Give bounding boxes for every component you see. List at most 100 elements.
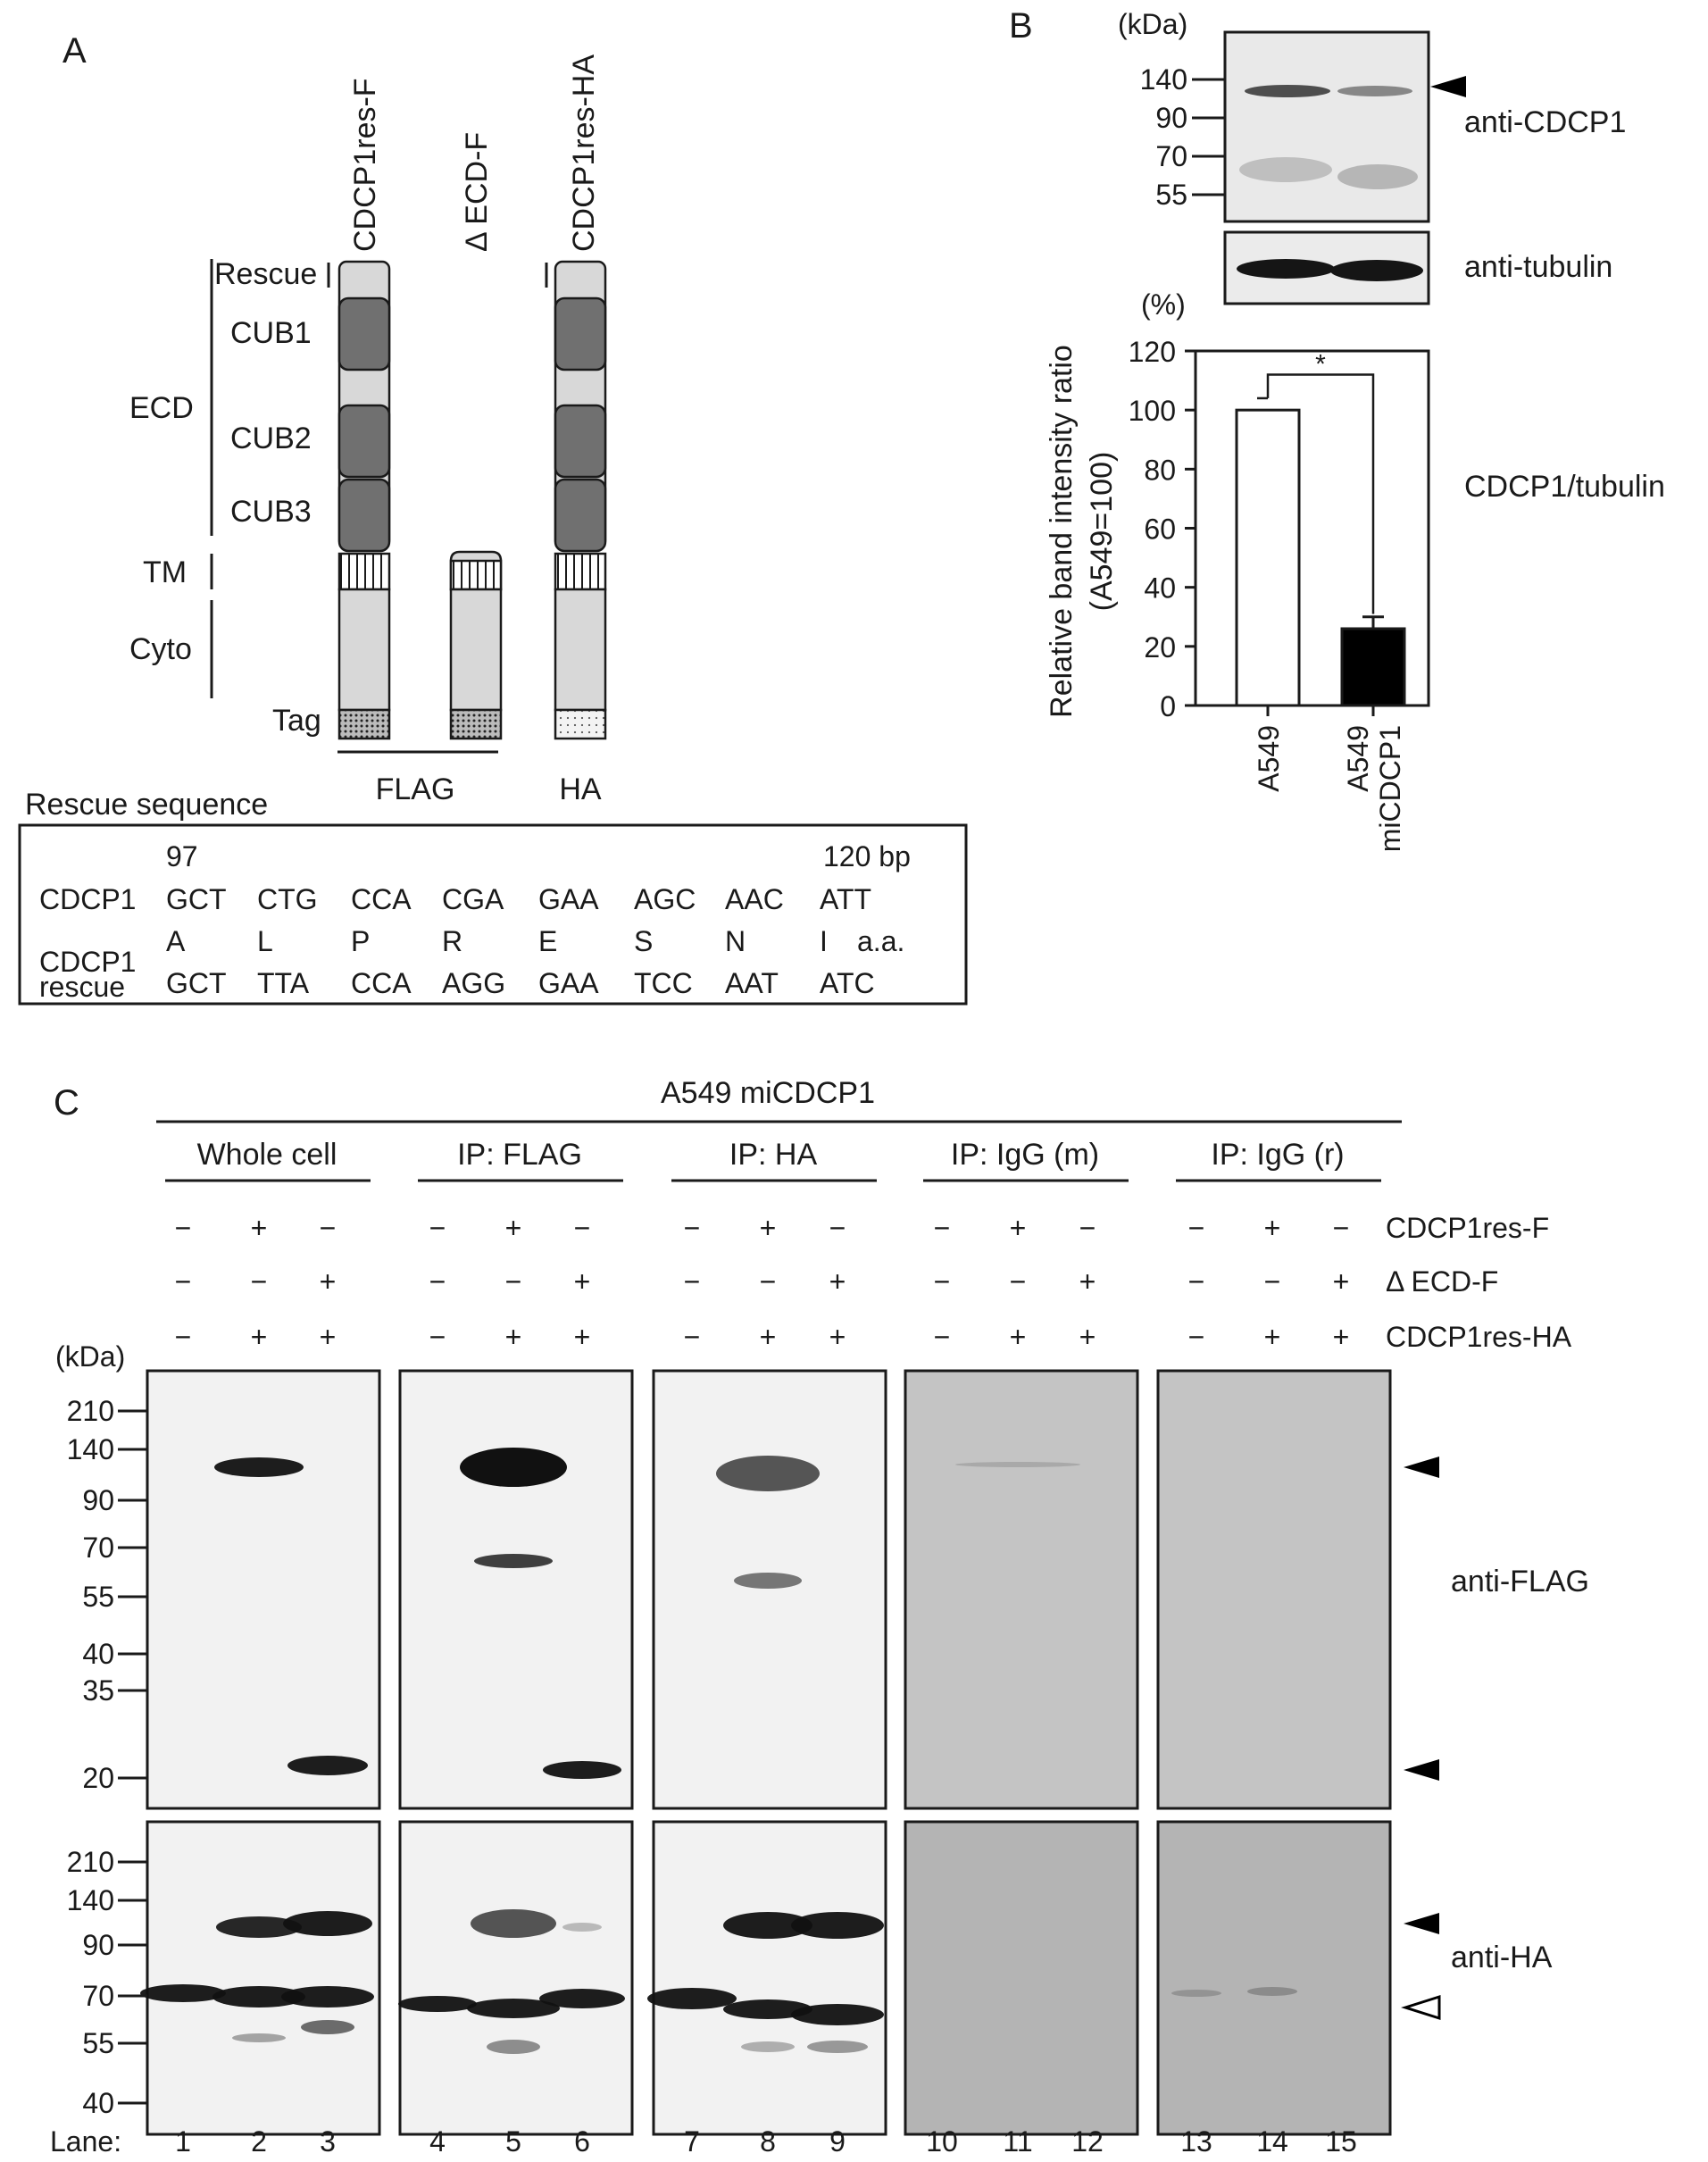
group-header: IP: IgG (m) [951,1138,1099,1172]
chart-y-unit: (%) [1141,288,1186,321]
cyto-segment [337,588,391,712]
rescue-sequence-title: Rescue sequence [25,788,268,822]
anti-flag-blot [398,1369,634,1810]
treatment-sign: − [1264,1265,1281,1298]
lane-number: 15 [1325,2125,1357,2158]
blot-band [647,1988,737,2009]
cub1-domain [337,296,391,371]
seq-row2-label-1: CDCP1 [39,946,136,978]
lane-numbers: 1 2 3 4 5 6 7 8 9 10 11 12 13 14 15 [175,2125,1357,2158]
marker-label: 90 [82,1484,114,1516]
seq-codon-rescue: TTA [257,967,310,999]
seq-amino-acid: A [166,925,186,957]
blot-panels [140,1369,1392,2136]
chart-y-label: Relative band intensity ratio [1045,345,1079,718]
seq-codon-rescue: AAT [725,967,779,999]
seq-codon-rescue: ATC [820,967,875,999]
marker-label: 20 [82,1762,114,1794]
bar [1340,627,1406,707]
blot-label-anti-ha: anti-HA [1451,1941,1553,1974]
arrowhead-filled-icon [1404,1457,1439,1478]
seq-codon-original: ATT [820,883,871,915]
blot-band [467,1999,560,2018]
blot-band [471,1909,556,1938]
blot-b-markers: 140 90 70 55 [1140,63,1225,211]
anti-ha-blot [904,1820,1139,2136]
lane-number: 2 [251,2125,267,2158]
construct-label-cdcp1res-f: CDCP1res-F [348,78,382,252]
blot-band [283,1911,372,1936]
chart-y-label-sub: (A549=100) [1085,452,1119,612]
sequence-columns: GCT CTG CCA CGA GAA AGC AAC ATT A L P R E S N I GCT TTA CC… [166,883,875,999]
treatment-sign: − [684,1321,701,1353]
marker-label: 40 [82,1638,114,1670]
blot-band [1337,86,1412,96]
blot-band [1171,1990,1221,1997]
marker-label: 70 [82,1532,114,1564]
x-category-label: A549 [1342,725,1374,792]
group-header: Whole cell [197,1138,337,1172]
treatment-sign: − [684,1265,701,1298]
blot-b-kda-unit: (kDa) [1118,8,1187,40]
marker-label: 55 [1155,179,1187,211]
panel-c-title: A549 miCDCP1 [661,1076,875,1110]
marker-label: 210 [67,1846,114,1878]
blot-band [1330,260,1423,281]
treatment-sign: − [934,1321,951,1353]
panel-a: A CDCP1res-F Δ ECD-F CDCP1res-HA Rescue … [18,31,968,1006]
blot-band [807,2041,868,2053]
treatment-sign: + [1264,1321,1281,1353]
blot-band [281,1986,374,2008]
lane-number: 4 [429,2125,446,2158]
treatment-sign: + [574,1321,591,1353]
blot-band [1247,1987,1297,1996]
domain-label-cub3: CUB3 [230,495,312,529]
blot-band [1237,259,1335,279]
seq-codon-original: CCA [351,883,412,915]
treatment-sign: − [429,1265,446,1298]
blot-band [1239,157,1332,182]
ha-tag [554,708,607,740]
treatment-sign: − [175,1212,192,1244]
seq-codon-original: GAA [538,883,599,915]
treatment-sign: − [1188,1212,1205,1244]
treatment-sign: + [251,1212,268,1244]
seq-codon-original: GCT [166,883,227,915]
seq-codon-rescue: AGG [442,967,505,999]
cub1-domain [554,296,607,371]
blot-band [460,1448,567,1487]
blot-band [140,1984,226,2002]
chart-label: CDCP1/tubulin [1464,470,1665,504]
y-tick-label: 0 [1160,690,1176,722]
treatment-sign: + [760,1212,777,1244]
blot-band [1245,85,1330,97]
marker-label: 90 [1155,102,1187,134]
treatment-sign: − [175,1265,192,1298]
treatment-sign: + [1010,1321,1027,1353]
region-label-tm: TM [143,555,187,589]
tm-segment [449,559,503,591]
blot-band [741,2041,795,2052]
domain-label-cub1: CUB1 [230,316,312,350]
seq-pos-start: 97 [166,840,198,872]
tag-label-flag: FLAG [376,772,455,806]
domain-label-cub2: CUB2 [230,422,312,455]
treatment-sign: − [251,1265,268,1298]
blot-label-anti-flag: anti-FLAG [1451,1565,1589,1599]
blot-band [487,2040,540,2054]
treatment-sign: − [1079,1212,1096,1244]
lane-number: 9 [829,2125,846,2158]
blot-band [216,1916,302,1938]
treatment-sign: + [829,1321,846,1353]
seq-codon-original: AAC [725,883,784,915]
treatment-sign: − [934,1212,951,1244]
cdcp1-blot [1223,30,1430,223]
row-label: CDCP1res-HA [1386,1321,1572,1353]
seq-pos-end: 120 bp [823,840,911,872]
treatment-sign: + [505,1212,522,1244]
blot-label-anti-cdcp1: anti-CDCP1 [1464,105,1626,139]
treatment-sign: + [1079,1321,1096,1353]
group-headers: Whole cell IP: FLAG IP: HA IP: IgG (m) IP: I… [165,1138,1381,1182]
